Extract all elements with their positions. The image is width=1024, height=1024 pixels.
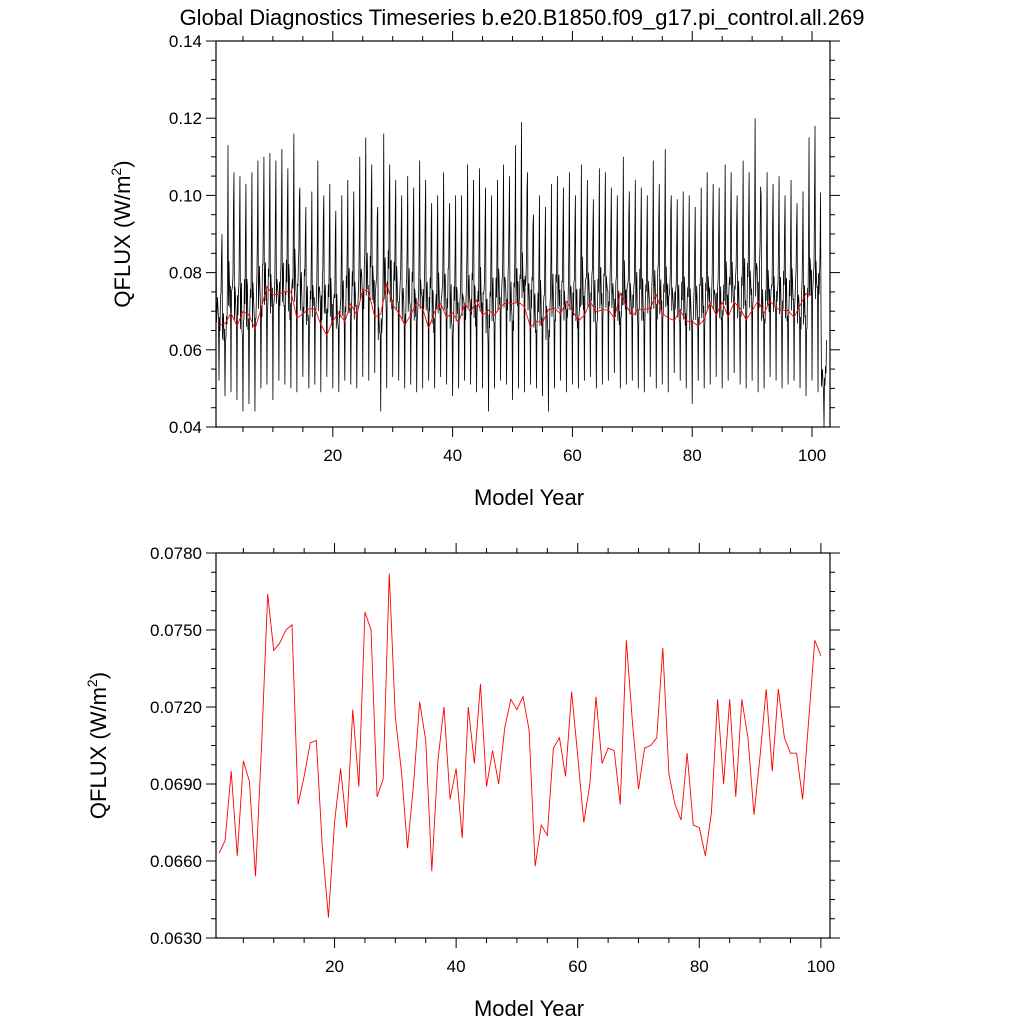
y-axis-label: QFLUX (W/m2) [108, 160, 135, 307]
bottom-panel: 0.0630 0.0660 0.0690 0.0720 0.0750 0.0780 20 40… [84, 543, 840, 1021]
y-tick-label: 0.0630 [150, 929, 202, 948]
x-tick-label: 40 [443, 446, 462, 465]
y-tick-label: 0.08 [169, 264, 202, 283]
x-tick-label: 100 [807, 957, 835, 976]
y-axis-label: QFLUX (W/m2) [84, 672, 111, 819]
y-tick-label: 0.12 [169, 109, 202, 128]
plot-frame [215, 552, 831, 939]
x-tick-label: 60 [563, 446, 582, 465]
y-tick-label: 0.0780 [150, 544, 202, 563]
plot-frame [215, 40, 831, 428]
y-tick-label: 0.06 [169, 341, 202, 360]
x-tick-label: 80 [690, 957, 709, 976]
annual-mean-series-line [218, 573, 822, 918]
y-tick-label: 0.10 [169, 186, 202, 205]
x-tick-label: 80 [683, 446, 702, 465]
x-tick-label: 20 [323, 446, 342, 465]
x-tick-label: 20 [325, 957, 344, 976]
x-tick-label: 40 [447, 957, 466, 976]
x-tick-label: 60 [568, 957, 587, 976]
y-tick-label: 0.0690 [150, 775, 202, 794]
monthly-series-line [216, 118, 827, 427]
y-tick-label: 0.0660 [150, 852, 202, 871]
y-tick-label: 0.14 [169, 32, 202, 51]
chart-title: Global Diagnostics Timeseries b.e20.B185… [180, 5, 865, 30]
annual-mean-series-line [218, 283, 813, 337]
x-axis-label: Model Year [474, 485, 584, 510]
x-tick-label: 100 [798, 446, 826, 465]
y-tick-label: 0.04 [169, 418, 202, 437]
top-panel: 0.04 0.06 0.08 0.10 0.12 0.14 20 40 60 80 100 Model… [108, 31, 840, 510]
y-tick-label: 0.0720 [150, 698, 202, 717]
x-axis-label: Model Year [474, 996, 584, 1021]
y-tick-label: 0.0750 [150, 621, 202, 640]
